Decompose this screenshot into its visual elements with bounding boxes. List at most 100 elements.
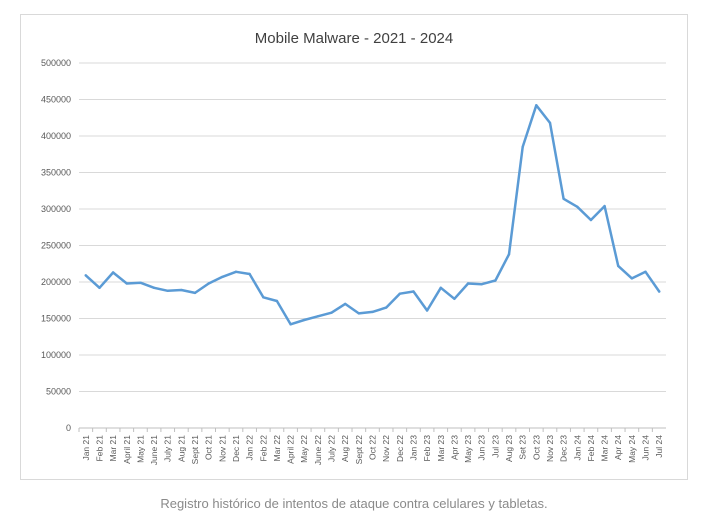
x-tick-label: Nov 23 — [545, 435, 555, 462]
data-point — [562, 197, 565, 200]
data-point — [521, 145, 524, 149]
x-tick-label: May 24 — [627, 435, 637, 463]
y-tick-label: 250000 — [41, 241, 71, 251]
x-tick-label: Feb 21 — [94, 435, 104, 462]
x-tick-label: Jan 21 — [81, 435, 91, 461]
data-point — [303, 318, 306, 322]
x-tick-label: Nov 22 — [381, 435, 391, 462]
data-point — [630, 277, 634, 280]
chart-title: Mobile Malware - 2021 - 2024 — [255, 30, 453, 47]
y-tick-label: 150000 — [41, 314, 71, 324]
y-axis-ticks: 0 50000 100000 150000 200000 250000 300000 3500… — [41, 58, 71, 433]
data-point — [98, 286, 101, 290]
data-point — [125, 282, 128, 285]
x-tick-label: Oct 22 — [368, 435, 378, 460]
x-tick-label: May 23 — [463, 435, 473, 463]
x-tick-label: Mar 24 — [600, 435, 610, 462]
x-tick-label: May 21 — [135, 435, 145, 463]
x-tick-label: Apr 24 — [613, 435, 623, 460]
y-tick-label: 300000 — [41, 204, 71, 214]
x-tick-label: Nov 21 — [217, 435, 227, 462]
x-tick-label: Mar 23 — [436, 435, 446, 462]
data-point — [166, 289, 169, 292]
data-point — [289, 323, 292, 326]
y-tick-label: 50000 — [46, 387, 71, 397]
data-point — [371, 310, 374, 314]
x-tick-label: Jan 23 — [408, 435, 418, 461]
x-tick-label: Dec 21 — [231, 435, 241, 462]
x-tick-label: July 21 — [163, 435, 173, 462]
data-point — [180, 288, 183, 292]
data-point — [657, 290, 661, 293]
chart-frame: Mobile Malware - 2021 - 2024 0 50000 10000… — [20, 14, 688, 480]
x-tick-label: Aug 23 — [504, 435, 514, 462]
data-point — [412, 290, 415, 293]
data-point — [357, 312, 361, 315]
x-tick-label: Jan 22 — [245, 435, 255, 461]
x-tick-label: Dec 23 — [559, 435, 569, 462]
x-tick-label: Jan 24 — [572, 435, 582, 461]
x-tick-label: April 22 — [286, 435, 296, 464]
y-tick-label: 350000 — [41, 168, 71, 178]
data-point — [316, 315, 320, 318]
data-point — [343, 302, 347, 306]
y-tick-label: 500000 — [41, 58, 71, 68]
data-point — [603, 204, 606, 208]
y-tick-label: 400000 — [41, 131, 71, 141]
x-tick-label: Aug 22 — [340, 435, 350, 462]
data-point — [480, 282, 483, 286]
data-point — [617, 264, 620, 268]
x-tick-label: Jul 23 — [490, 435, 500, 458]
data-point — [439, 286, 442, 290]
x-tick-label: July 22 — [327, 435, 337, 462]
data-point — [548, 121, 552, 125]
data-point — [576, 205, 579, 209]
data-point — [139, 281, 142, 284]
data-point — [398, 292, 402, 295]
series-line — [84, 104, 661, 326]
x-tick-label: June 22 — [313, 435, 323, 466]
x-tick-label: Mar 22 — [272, 435, 282, 462]
y-tick-label: 0 — [66, 423, 71, 433]
data-point — [384, 306, 388, 309]
x-tick-label: May 22 — [299, 435, 309, 463]
series-group — [84, 104, 661, 326]
x-tick-label: Oct 21 — [204, 435, 214, 460]
x-tick-label: Oct 23 — [531, 435, 541, 460]
data-point — [589, 218, 593, 222]
data-point — [234, 270, 238, 273]
data-point — [221, 275, 224, 279]
data-point — [111, 271, 115, 274]
x-tick-label: Feb 23 — [422, 435, 432, 462]
x-tick-label: Mar 21 — [108, 435, 118, 462]
x-tick-label: Jun 23 — [477, 435, 487, 461]
x-tick-label: Jul 24 — [654, 435, 664, 458]
data-point — [207, 282, 210, 285]
data-point — [425, 309, 429, 312]
data-point — [152, 286, 156, 290]
x-tick-label: Sept 21 — [190, 435, 200, 465]
x-tick-label: Set 23 — [518, 435, 528, 460]
data-point — [644, 270, 647, 273]
y-tick-label: 450000 — [41, 95, 71, 105]
x-tick-label: Jun 24 — [641, 435, 651, 461]
figure-caption: Registro histórico de intentos de ataque… — [160, 496, 548, 511]
data-point — [330, 311, 333, 314]
x-tick-label: Aug 21 — [176, 435, 186, 462]
line-chart: Mobile Malware - 2021 - 2024 0 50000 10000… — [41, 30, 666, 466]
x-axis-ticks: Jan 21 Feb 21 Mar 21 April 21 May 21 June 21 J… — [78, 428, 664, 466]
data-point — [262, 296, 265, 299]
x-tick-label: Sept 22 — [354, 435, 364, 465]
data-point — [248, 272, 251, 276]
data-point — [507, 253, 511, 256]
y-tick-label: 200000 — [41, 277, 71, 287]
gridlines — [79, 62, 666, 429]
x-tick-label: Feb 24 — [586, 435, 596, 462]
data-point — [535, 104, 538, 107]
y-tick-label: 100000 — [41, 350, 71, 360]
data-point — [193, 291, 197, 295]
data-point — [84, 274, 88, 277]
data-point — [466, 282, 470, 285]
x-tick-label: April 21 — [122, 435, 132, 464]
data-point — [275, 299, 279, 303]
